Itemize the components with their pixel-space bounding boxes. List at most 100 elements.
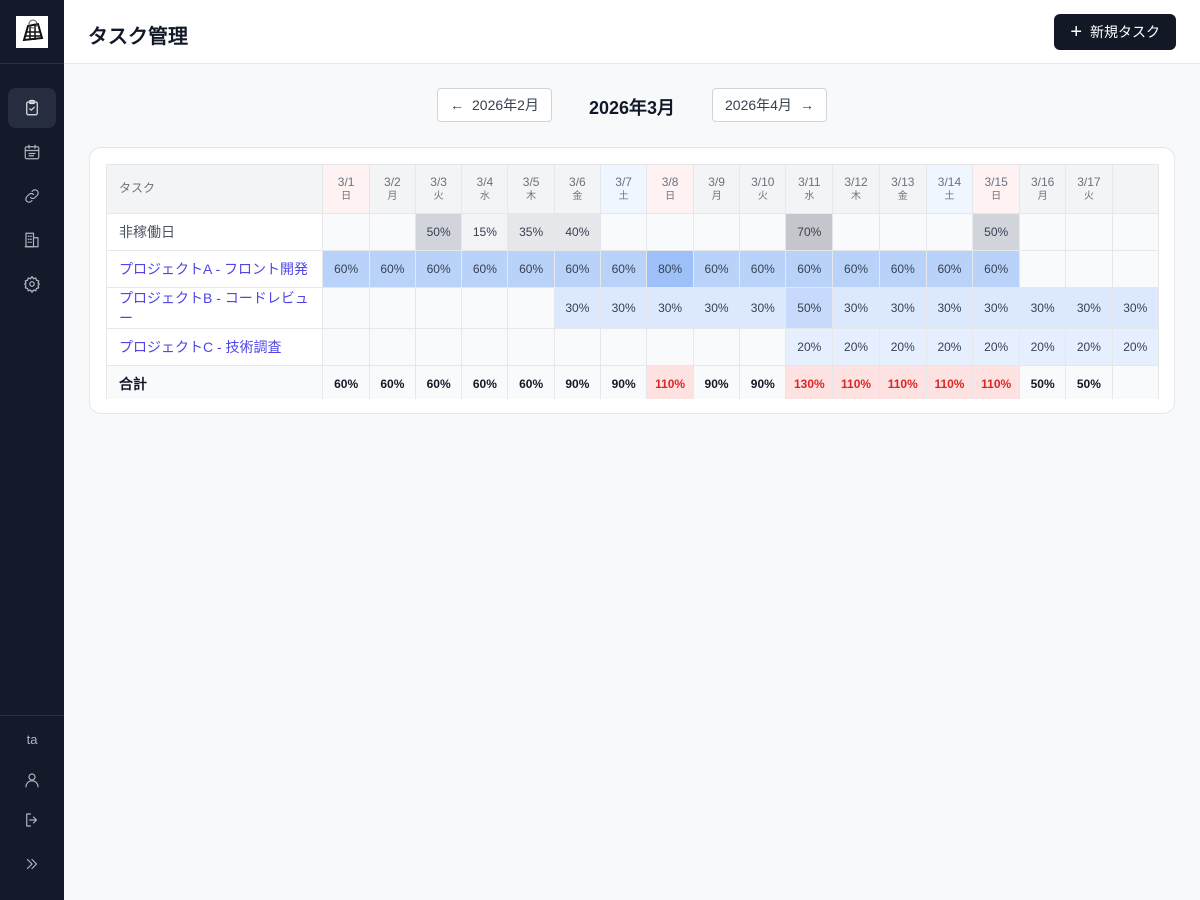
allocation-cell[interactable] [832,213,880,251]
next-month-label: 2026年4月 [725,97,792,113]
expand-sidebar-button[interactable] [8,844,56,884]
allocation-cell[interactable]: 80% [646,250,694,288]
task-link[interactable]: プロジェクトA - フロント開発 [106,250,324,288]
allocation-cell[interactable] [646,328,694,366]
allocation-cell[interactable]: 15% [461,213,509,251]
allocation-cell[interactable] [1065,213,1113,251]
allocation-cell[interactable] [692,328,741,366]
allocation-cell[interactable] [1111,213,1159,251]
allocation-cell[interactable]: 30% [925,287,974,329]
allocation-cell[interactable] [1019,250,1067,288]
allocation-cell[interactable]: 50% [414,213,463,251]
allocation-cell[interactable]: 30% [553,287,601,329]
allocation-cell[interactable] [1065,250,1113,288]
nav-settings[interactable] [8,264,56,304]
allocation-cell[interactable]: 60% [461,250,509,288]
total-cell: 60% [461,365,509,399]
allocation-cell[interactable] [1019,213,1067,251]
allocation-cell[interactable]: 20% [1065,328,1113,366]
allocation-cell[interactable] [461,287,509,329]
table-scroll-area[interactable]: タスク 3/1 日 3/2 月 3/3 火 3/4 水 3/5 木 3/6 金 3/7 土 3/8 日 3/9 月 3… [106,164,1159,399]
arrow-left-icon: ← [450,97,464,113]
allocation-cell[interactable]: 20% [832,328,880,366]
allocation-cell[interactable] [322,213,370,251]
day-of-week: 金 [572,191,583,203]
allocation-cell[interactable]: 50% [972,213,1021,251]
allocation-cell[interactable]: 30% [972,287,1021,329]
next-month-button[interactable]: 2026年4月 → [712,88,827,122]
allocation-cell[interactable]: 30% [1065,287,1113,329]
allocation-cell[interactable]: 60% [878,250,927,288]
total-cell: 130% [785,365,834,399]
allocation-cell[interactable] [599,328,648,366]
nav-profile[interactable] [8,760,56,800]
allocation-cell[interactable]: 30% [739,287,787,329]
allocation-cell[interactable]: 60% [832,250,880,288]
allocation-cell[interactable]: 60% [692,250,741,288]
app-logo[interactable] [16,16,48,48]
allocation-cell[interactable] [461,328,509,366]
task-table-card: タスク 3/1 日 3/2 月 3/3 火 3/4 水 3/5 木 3/6 金 3/7 土 3/8 日 3/9 月 3… [89,147,1175,414]
nav-links[interactable] [8,176,56,216]
allocation-cell[interactable] [599,213,648,251]
allocation-cell[interactable] [368,328,416,366]
allocation-cell[interactable]: 40% [553,213,601,251]
allocation-cell[interactable] [507,287,555,329]
allocation-cell[interactable]: 20% [1111,328,1159,366]
allocation-cell[interactable] [646,213,694,251]
allocation-cell[interactable]: 60% [414,250,463,288]
total-cell: 110% [646,365,694,399]
allocation-cell[interactable] [414,287,463,329]
allocation-cell[interactable] [1111,250,1159,288]
allocation-cell[interactable] [322,328,370,366]
allocation-cell[interactable]: 60% [322,250,370,288]
allocation-cell[interactable]: 30% [1111,287,1159,329]
allocation-cell[interactable]: 35% [507,213,555,251]
allocation-cell[interactable] [925,213,974,251]
allocation-cell[interactable]: 60% [368,250,416,288]
allocation-cell[interactable]: 20% [1019,328,1067,366]
allocation-cell[interactable]: 60% [739,250,787,288]
nav-organization[interactable] [8,220,56,260]
logout-button[interactable] [8,800,56,840]
day-header: 3/2 月 [368,164,416,214]
allocation-cell[interactable]: 60% [507,250,555,288]
allocation-cell[interactable]: 50% [785,287,834,329]
allocation-cell[interactable]: 20% [785,328,834,366]
allocation-cell[interactable]: 30% [832,287,880,329]
allocation-cell[interactable] [692,213,741,251]
allocation-cell[interactable]: 60% [599,250,648,288]
allocation-cell[interactable] [414,328,463,366]
allocation-cell[interactable]: 20% [878,328,927,366]
task-link[interactable]: プロジェクトC - 技術調査 [106,328,324,366]
allocation-cell[interactable]: 30% [1019,287,1067,329]
allocation-cell[interactable]: 30% [599,287,648,329]
allocation-cell[interactable]: 30% [878,287,927,329]
allocation-cell[interactable] [553,328,601,366]
allocation-cell[interactable]: 60% [925,250,974,288]
allocation-cell[interactable]: 20% [925,328,974,366]
allocation-cell[interactable] [878,213,927,251]
allocation-cell[interactable] [368,287,416,329]
allocation-cell[interactable]: 60% [785,250,834,288]
day-header: 3/7 土 [599,164,648,214]
allocation-cell[interactable]: 60% [972,250,1021,288]
task-link[interactable]: プロジェクトB - コードレビュー [106,287,324,329]
allocation-cell[interactable] [322,287,370,329]
nav-tasks[interactable] [8,88,56,128]
allocation-cell[interactable]: 70% [785,213,834,251]
allocation-cell[interactable]: 60% [553,250,601,288]
day-header: 3/13 金 [878,164,927,214]
allocation-cell[interactable] [739,328,787,366]
allocation-cell[interactable] [507,328,555,366]
allocation-cell[interactable]: 30% [646,287,694,329]
allocation-cell[interactable]: 30% [692,287,741,329]
day-of-week: 日 [341,191,352,203]
new-task-button[interactable]: + 新規タスク [1054,14,1176,50]
allocation-cell[interactable] [739,213,787,251]
nav-calendar[interactable] [8,132,56,172]
total-cell: 110% [925,365,974,399]
allocation-cell[interactable] [368,213,416,251]
allocation-cell[interactable]: 20% [972,328,1021,366]
prev-month-button[interactable]: ← 2026年2月 [437,88,552,122]
